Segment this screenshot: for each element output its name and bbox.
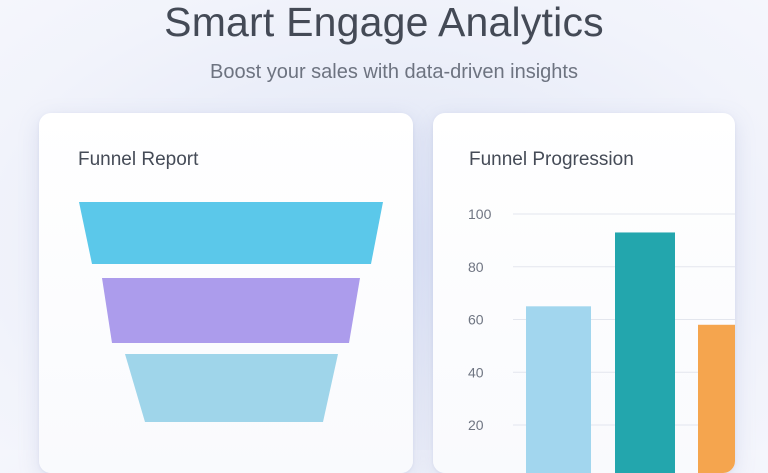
funnel-progression-chart: 20 40 60 80 100 [468, 206, 735, 473]
y-tick-label: 60 [468, 312, 484, 328]
funnel-report-title: Funnel Report [78, 149, 199, 170]
bar-a [526, 306, 591, 473]
funnel-stage-2 [102, 278, 360, 343]
funnel-stage-1 [79, 202, 383, 264]
y-tick-label: 20 [468, 417, 484, 433]
funnel-stage-3 [125, 354, 338, 422]
funnel-progression-title: Funnel Progression [469, 149, 634, 170]
bar-c [698, 324, 735, 473]
funnel-report-card: Funnel Report [39, 113, 413, 473]
y-tick-label: 40 [468, 364, 484, 380]
hero-title: Smart Engage Analytics [164, 0, 604, 45]
funnel-graphic [79, 202, 383, 422]
funnel-progression-card: Funnel Progression 20 40 60 80 100 [433, 113, 735, 473]
y-tick-label: 80 [468, 259, 484, 275]
y-tick-label: 100 [468, 206, 492, 222]
bar-b [615, 232, 675, 473]
hero-subtitle: Boost your sales with data-driven insigh… [210, 61, 578, 83]
